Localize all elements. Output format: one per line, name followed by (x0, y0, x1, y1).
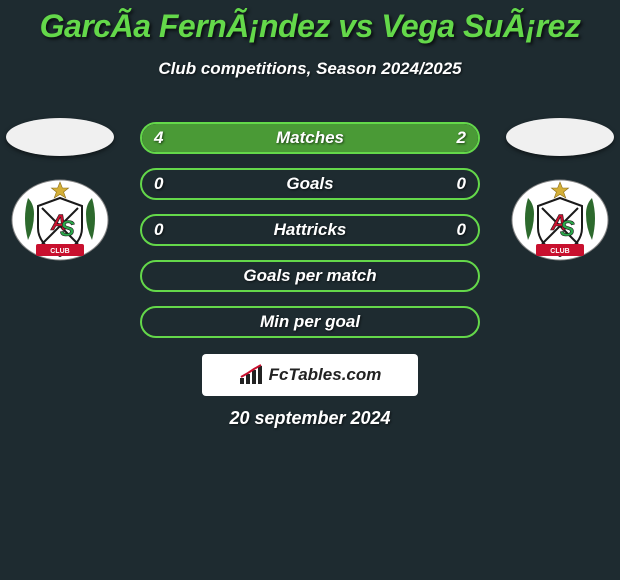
stat-label: Matches (142, 128, 478, 148)
stat-row: 42Matches (140, 122, 480, 154)
player-left-column: A S CLUB (0, 118, 120, 263)
player-right-column: A S CLUB (500, 118, 620, 263)
date: 20 september 2024 (0, 408, 620, 429)
subtitle: Club competitions, Season 2024/2025 (0, 59, 620, 79)
stat-label: Min per goal (142, 312, 478, 332)
player-left-crest: A S CLUB (10, 178, 110, 263)
bar-chart-icon (239, 364, 265, 386)
stat-row: Min per goal (140, 306, 480, 338)
stat-row: 00Hattricks (140, 214, 480, 246)
svg-text:CLUB: CLUB (50, 248, 69, 255)
stat-label: Goals (142, 174, 478, 194)
player-right-photo (506, 118, 614, 156)
stat-label: Goals per match (142, 266, 478, 286)
brand-box: FcTables.com (202, 354, 418, 396)
page-title: GarcÃ­a FernÃ¡ndez vs Vega SuÃ¡rez (0, 0, 620, 45)
player-right-crest: A S CLUB (510, 178, 610, 263)
svg-text:S: S (60, 216, 75, 241)
stat-row: Goals per match (140, 260, 480, 292)
stat-label: Hattricks (142, 220, 478, 240)
svg-text:CLUB: CLUB (550, 248, 569, 255)
stat-rows: 42Matches 00Goals 00Hattricks Goals per mat… (140, 122, 480, 352)
brand-text: FcTables.com (269, 365, 382, 385)
svg-text:S: S (560, 216, 575, 241)
player-left-photo (6, 118, 114, 156)
stat-row: 00Goals (140, 168, 480, 200)
